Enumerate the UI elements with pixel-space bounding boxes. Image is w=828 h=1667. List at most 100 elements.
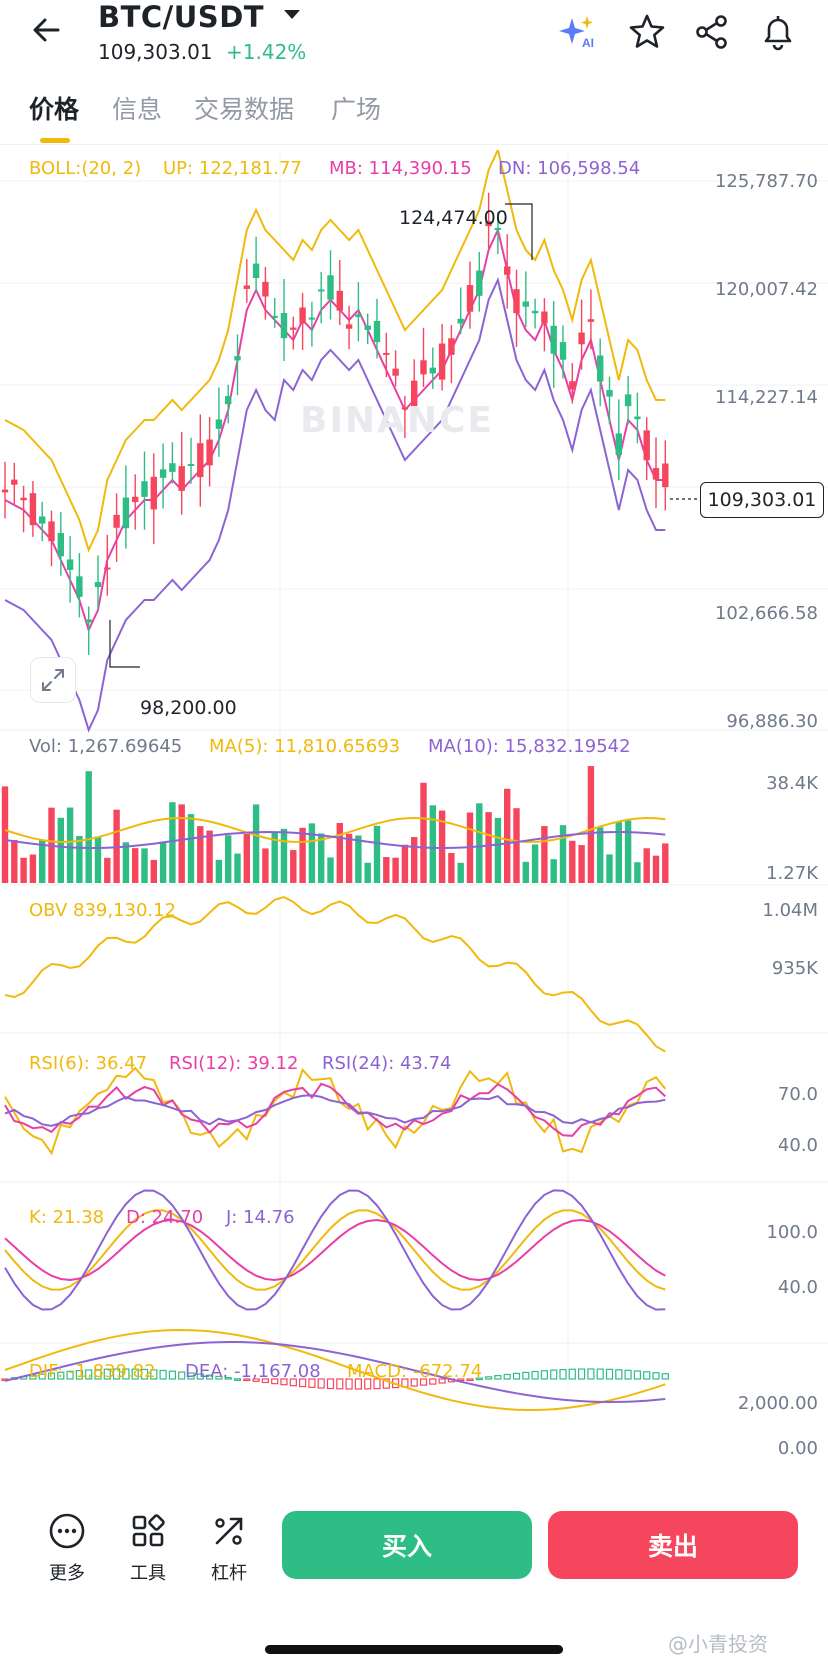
tools-icon — [132, 1514, 165, 1547]
tab-trading-data[interactable]: 交易数据 — [194, 95, 295, 124]
kdj-k-label: K: 21.38 — [29, 1207, 105, 1228]
macd-axis-label: 0.00 — [777, 1438, 818, 1459]
candle-body — [662, 463, 669, 488]
macd-bar — [382, 1378, 390, 1389]
dropdown-caret-icon[interactable] — [282, 6, 302, 22]
volume-bar — [634, 862, 641, 883]
candle-body — [1, 489, 9, 493]
expand-button[interactable] — [30, 657, 76, 703]
macd-bar — [540, 1370, 549, 1380]
high-annotation: 124,474.00 — [399, 207, 508, 229]
macd-bar — [150, 1369, 158, 1380]
kdj-d-label: D: 24.70 — [126, 1207, 204, 1228]
volume-bar — [290, 850, 297, 883]
volume-bar — [531, 844, 539, 883]
price-axis-label: 114,227.14 — [714, 387, 818, 408]
back-arrow-icon[interactable] — [28, 10, 68, 50]
obv-line — [4, 896, 666, 1053]
candle-body — [76, 576, 83, 597]
star-icon[interactable] — [627, 12, 667, 52]
tools-button[interactable]: 工具 — [118, 1511, 178, 1585]
macd-bar — [336, 1378, 344, 1390]
candle-body — [327, 275, 334, 300]
pair-title[interactable]: BTC/USDT — [98, 0, 265, 34]
candle-body — [57, 533, 64, 557]
candle-body — [122, 497, 130, 529]
volume-bar — [438, 810, 446, 883]
candle-body — [383, 352, 390, 355]
vol-axis-label: 1.27K — [766, 863, 818, 884]
candle-body — [615, 433, 622, 455]
volume-bar — [401, 844, 409, 883]
leverage-button[interactable]: 杠杆 — [199, 1511, 259, 1585]
candle-body — [39, 516, 46, 524]
rsi24-line — [4, 1094, 666, 1127]
macd-bar — [652, 1372, 660, 1380]
home-indicator — [265, 1645, 563, 1654]
candle-body — [197, 443, 204, 478]
obv-axis-label: 935K — [771, 958, 818, 979]
macd-dea-label: DEA: -1,167.08 — [185, 1361, 321, 1382]
rsi6-label: RSI(6): 36.47 — [29, 1053, 148, 1074]
vol-ma10: MA(10): 15,832.19542 — [428, 736, 631, 757]
candle-body — [624, 394, 632, 407]
macd-bar — [261, 1378, 269, 1384]
ai-sparkle-icon[interactable]: AI — [558, 12, 598, 52]
macd-bar — [243, 1378, 251, 1382]
macd-bar — [568, 1368, 576, 1380]
rsi12-line — [4, 1082, 666, 1137]
macd-bar — [503, 1373, 511, 1380]
buy-button[interactable]: 买入 — [282, 1511, 532, 1579]
macd-bar — [289, 1378, 297, 1387]
candle-body — [634, 416, 641, 420]
candle-body — [187, 464, 195, 467]
volume-bar — [94, 836, 102, 883]
macd-bar — [140, 1368, 149, 1380]
candle-body — [401, 407, 409, 410]
vol-ma5-line — [4, 816, 666, 844]
candle-body — [271, 315, 278, 318]
candle-body — [494, 227, 502, 230]
candle-body — [215, 419, 223, 429]
candle-body — [66, 559, 74, 570]
vol-ma10-line — [4, 830, 666, 850]
tab-info[interactable]: 信息 — [112, 95, 163, 124]
candle-body — [318, 289, 325, 292]
candle-body — [262, 281, 269, 297]
macd-bar — [299, 1378, 307, 1388]
candle-body — [531, 310, 539, 314]
volume-bar — [504, 788, 511, 883]
candle-body — [597, 355, 604, 382]
candle-body — [476, 270, 483, 296]
candle-body — [234, 356, 241, 361]
macd-bar — [429, 1378, 437, 1385]
volume-bar — [308, 823, 316, 883]
tab-square[interactable]: 广场 — [331, 95, 382, 124]
candle-body — [345, 324, 353, 329]
bell-icon[interactable] — [758, 12, 798, 52]
volume-bar — [327, 857, 334, 883]
tab-bar: 价格 信息 交易数据 广场 — [0, 84, 828, 144]
tab-price[interactable]: 价格 — [29, 95, 80, 124]
volume-bar — [66, 807, 74, 883]
candle-body — [20, 497, 27, 501]
share-icon[interactable] — [692, 12, 732, 52]
candle-body — [485, 220, 492, 227]
vol-label: Vol: 1,267.69645 — [29, 736, 183, 757]
sell-button[interactable]: 卖出 — [548, 1511, 798, 1579]
volume-bar — [392, 857, 399, 883]
candle-body — [392, 368, 399, 376]
price-axis-label: 96,886.30 — [726, 711, 818, 732]
boll-label: BOLL:(20, 2) — [29, 158, 142, 179]
kline-chart[interactable] — [0, 150, 828, 1493]
more-button[interactable]: 更多 — [37, 1511, 97, 1585]
macd-bar — [522, 1371, 530, 1380]
rsi24-label: RSI(24): 43.74 — [322, 1053, 452, 1074]
macd-bar — [103, 1368, 111, 1380]
candle-body — [206, 439, 213, 466]
price-axis-label: 120,007.42 — [714, 279, 818, 300]
bottom-action-bar: 更多 工具 杠杆 买入 卖出 — [0, 1493, 828, 1667]
candle-body — [438, 343, 446, 380]
volume-bar — [336, 822, 343, 883]
macd-bar — [354, 1378, 362, 1390]
